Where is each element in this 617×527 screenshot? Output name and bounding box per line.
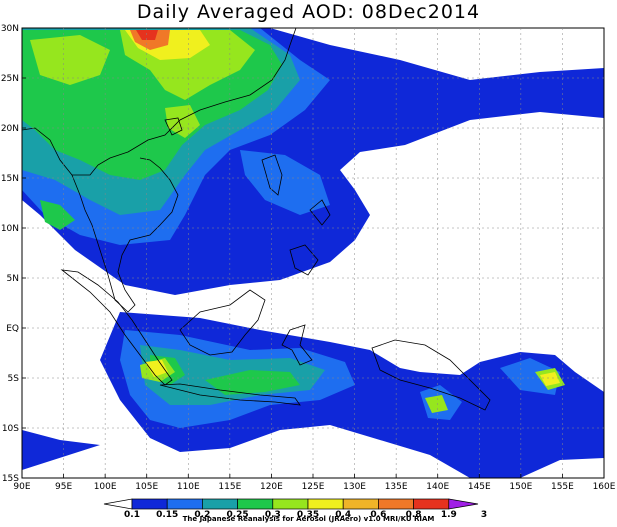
lon-label: 135E <box>385 482 408 492</box>
lat-label: 30N <box>1 24 19 34</box>
lon-label: 105E <box>135 482 158 492</box>
colorbar-low-arrow <box>103 498 133 510</box>
colorbar-label: 0.4 <box>335 510 351 520</box>
lon-label: 110E <box>177 482 200 492</box>
lon-label: 130E <box>343 482 366 492</box>
credit-line: The Japanese Reanalysis for Aerosol (JRA… <box>182 515 435 523</box>
colorbar-label: 0.35 <box>297 510 319 520</box>
colorbar-label: 0.15 <box>156 510 178 520</box>
lon-label: 90E <box>13 482 30 492</box>
colorbar-swatch <box>272 498 309 510</box>
colorbar-label: 0.1 <box>124 510 140 520</box>
lat-label: 10N <box>1 224 19 234</box>
colorbar-swatch <box>448 498 479 510</box>
colorbar-swatch <box>237 498 274 510</box>
longitude-labels: 90E 95E 100E 105E 110E 115E 120E 125E 130E 135E 14… <box>13 482 615 492</box>
lon-label: 125E <box>302 482 325 492</box>
colorbar-swatch <box>166 498 203 510</box>
colorbar-label: 0.3 <box>265 510 281 520</box>
lat-label: EQ <box>6 324 19 334</box>
colorbar-label: 0.2 <box>194 510 210 520</box>
lon-label: 115E <box>218 482 241 492</box>
lon-label: 120E <box>260 482 283 492</box>
colorbar-swatch <box>131 498 168 510</box>
colorbar-swatch <box>413 498 450 510</box>
lon-label: 160E <box>593 482 616 492</box>
lon-label: 95E <box>55 482 72 492</box>
colorbar-label: 0.25 <box>226 510 248 520</box>
lat-label: 25N <box>1 74 19 84</box>
lon-label: 100E <box>94 482 117 492</box>
colorbar-swatch <box>378 498 414 510</box>
lon-label: 150E <box>509 482 532 492</box>
aod-level-0.8 <box>136 30 158 40</box>
colorbar-swatch <box>342 498 379 510</box>
lat-label: 15N <box>1 174 19 184</box>
colorbar-label: 3 <box>481 510 487 520</box>
colorbar-swatch <box>202 498 238 510</box>
lon-label: 140E <box>426 482 449 492</box>
colorbar: 0.1 0.15 0.2 0.25 0.3 0.35 0.4 0.6 0.8 1.9 3 <box>103 498 487 520</box>
aod-field <box>22 28 604 478</box>
latitude-labels: 30N 25N 20N 15N 10N 5N EQ 5S 10S 15S <box>1 24 19 484</box>
lat-label: 15S <box>2 474 19 484</box>
colorbar-swatch <box>307 498 344 510</box>
lon-label: 155E <box>551 482 574 492</box>
lat-label: 20N <box>1 124 19 134</box>
lat-label: 10S <box>2 424 19 434</box>
coastlines <box>22 28 491 411</box>
colorbar-label: 0.8 <box>406 510 422 520</box>
lat-label: 5N <box>7 274 19 284</box>
colorbar-label: 0.6 <box>370 510 386 520</box>
map-title: Daily Averaged AOD: 08Dec2014 <box>136 1 481 23</box>
lon-label: 145E <box>468 482 491 492</box>
graticule <box>21 27 605 479</box>
colorbar-label: 1.9 <box>441 510 457 520</box>
lat-label: 5S <box>8 374 20 384</box>
